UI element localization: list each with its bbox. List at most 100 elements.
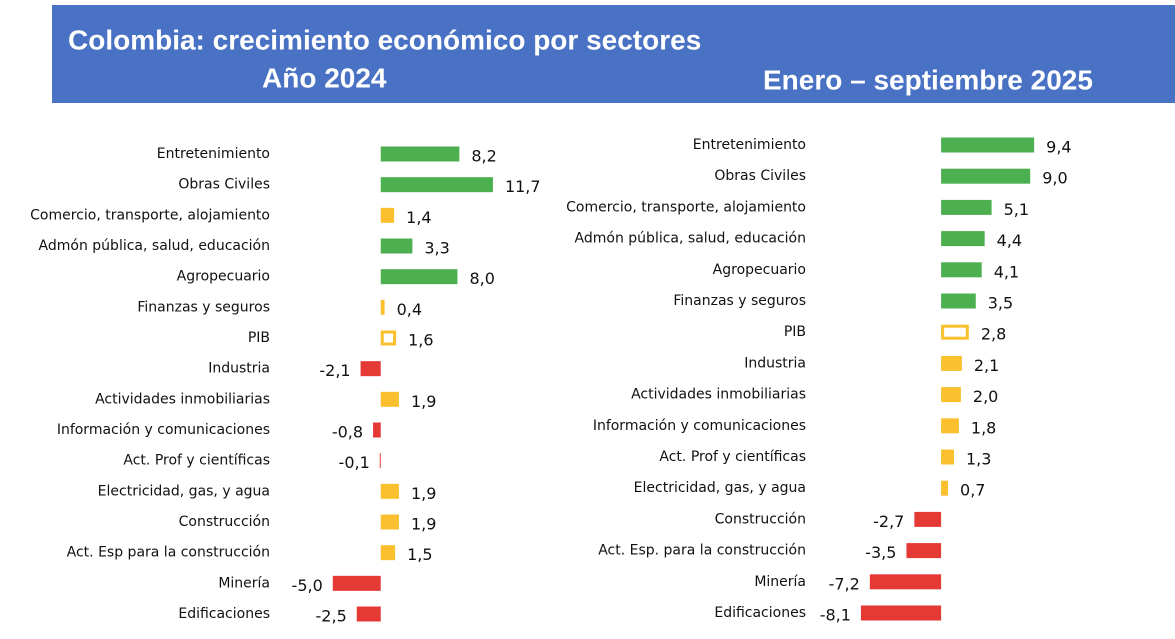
category-label: Edificaciones — [178, 606, 270, 622]
bar — [380, 238, 413, 254]
category-label: Entretenimiento — [693, 137, 806, 153]
value-label: 4,4 — [997, 231, 1022, 250]
category-label: Finanzas y seguros — [137, 299, 270, 315]
category-label: Act. Prof y científicas — [123, 453, 270, 469]
value-label: 2,0 — [973, 387, 998, 406]
bar — [380, 391, 399, 407]
bar — [380, 299, 385, 315]
page-title: Colombia: crecimiento económico por sect… — [68, 24, 701, 55]
bar — [380, 269, 458, 285]
value-label: 2,1 — [974, 356, 999, 375]
value-label: 1,8 — [971, 418, 996, 437]
category-label: Act. Prof y científicas — [659, 449, 806, 465]
bar — [380, 545, 396, 561]
value-label: 11,7 — [505, 177, 541, 196]
bar — [380, 207, 395, 223]
value-label: 1,9 — [411, 484, 436, 503]
category-label: Industria — [208, 361, 270, 377]
value-label: 3,5 — [988, 294, 1013, 313]
value-label: 1,6 — [408, 331, 433, 350]
value-label: -2,7 — [873, 512, 904, 531]
value-label: 1,9 — [411, 515, 436, 534]
value-label: -8,1 — [820, 606, 851, 625]
category-label: Obras Civiles — [178, 177, 270, 193]
bar — [941, 231, 985, 247]
category-label: Comercio, transporte, alojamiento — [30, 207, 270, 223]
category-label: Finanzas y seguros — [673, 293, 806, 309]
bar — [941, 418, 959, 434]
category-label: Actividades inmobiliarias — [95, 391, 270, 407]
category-label: Minería — [754, 574, 806, 590]
bar — [860, 605, 942, 621]
value-label: 0,4 — [397, 300, 422, 319]
chart-title: Año 2024 — [262, 62, 387, 93]
category-label: Electricidad, gas, y agua — [98, 483, 270, 499]
bar — [941, 480, 949, 496]
category-label: Agropecuario — [713, 262, 806, 278]
bar — [941, 137, 1035, 153]
category-label: Edificaciones — [714, 605, 806, 621]
bar — [379, 453, 381, 469]
bar — [941, 355, 962, 371]
category-label: PIB — [784, 324, 806, 340]
category-label: Act. Esp. para la construcción — [598, 543, 806, 559]
value-label: -0,8 — [332, 423, 363, 442]
category-label: Obras Civiles — [714, 168, 806, 184]
value-label: 8,0 — [469, 269, 494, 288]
value-label: 1,5 — [407, 545, 432, 564]
category-label: Entretenimiento — [157, 146, 270, 162]
value-label: 9,4 — [1046, 138, 1071, 157]
category-label: PIB — [248, 330, 270, 346]
value-label: 9,0 — [1042, 169, 1067, 188]
value-label: -5,0 — [292, 576, 323, 595]
chart-title: Enero – septiembre 2025 — [763, 64, 1093, 95]
bar — [332, 575, 381, 591]
value-label: -2,1 — [319, 361, 350, 380]
value-label: 5,1 — [1004, 200, 1029, 219]
category-label: Agropecuario — [177, 269, 270, 285]
bar — [941, 324, 969, 340]
category-label: Industria — [744, 355, 806, 371]
bar — [941, 387, 961, 403]
category-label: Información y comunicaciones — [57, 422, 270, 438]
value-label: -3,5 — [865, 543, 896, 562]
value-label: 3,3 — [424, 239, 449, 258]
value-label: 1,9 — [411, 392, 436, 411]
value-label: 1,3 — [966, 450, 991, 469]
bar — [941, 199, 992, 215]
bar — [941, 293, 976, 309]
bar — [869, 574, 942, 590]
bar — [941, 449, 954, 465]
bar — [941, 168, 1031, 184]
bar — [380, 483, 399, 499]
category-label: Act. Esp para la construcción — [67, 545, 270, 561]
bar — [380, 514, 399, 530]
bar — [380, 330, 397, 346]
value-label: 1,4 — [406, 208, 431, 227]
value-label: -2,5 — [316, 607, 347, 626]
category-label: Construcción — [179, 514, 270, 530]
category-label: Minería — [218, 575, 270, 591]
bar — [914, 511, 942, 527]
category-label: Información y comunicaciones — [593, 418, 806, 434]
value-label: -0,1 — [339, 453, 370, 472]
bar — [356, 606, 381, 622]
value-label: 8,2 — [471, 147, 496, 166]
value-label: -7,2 — [829, 574, 860, 593]
category-label: Admón pública, salud, educación — [39, 238, 270, 254]
category-label: Construcción — [715, 511, 806, 527]
category-label: Admón pública, salud, educación — [575, 231, 806, 247]
bar — [373, 422, 381, 438]
bar — [906, 543, 942, 559]
value-label: 4,1 — [994, 262, 1019, 281]
title-banner — [52, 5, 1175, 103]
bar — [380, 177, 493, 193]
bar — [941, 262, 982, 278]
category-label: Electricidad, gas, y agua — [634, 480, 806, 496]
value-label: 2,8 — [981, 325, 1006, 344]
bar — [360, 361, 381, 377]
category-label: Actividades inmobiliarias — [631, 387, 806, 403]
category-label: Comercio, transporte, alojamiento — [566, 199, 806, 215]
bar — [380, 146, 460, 162]
